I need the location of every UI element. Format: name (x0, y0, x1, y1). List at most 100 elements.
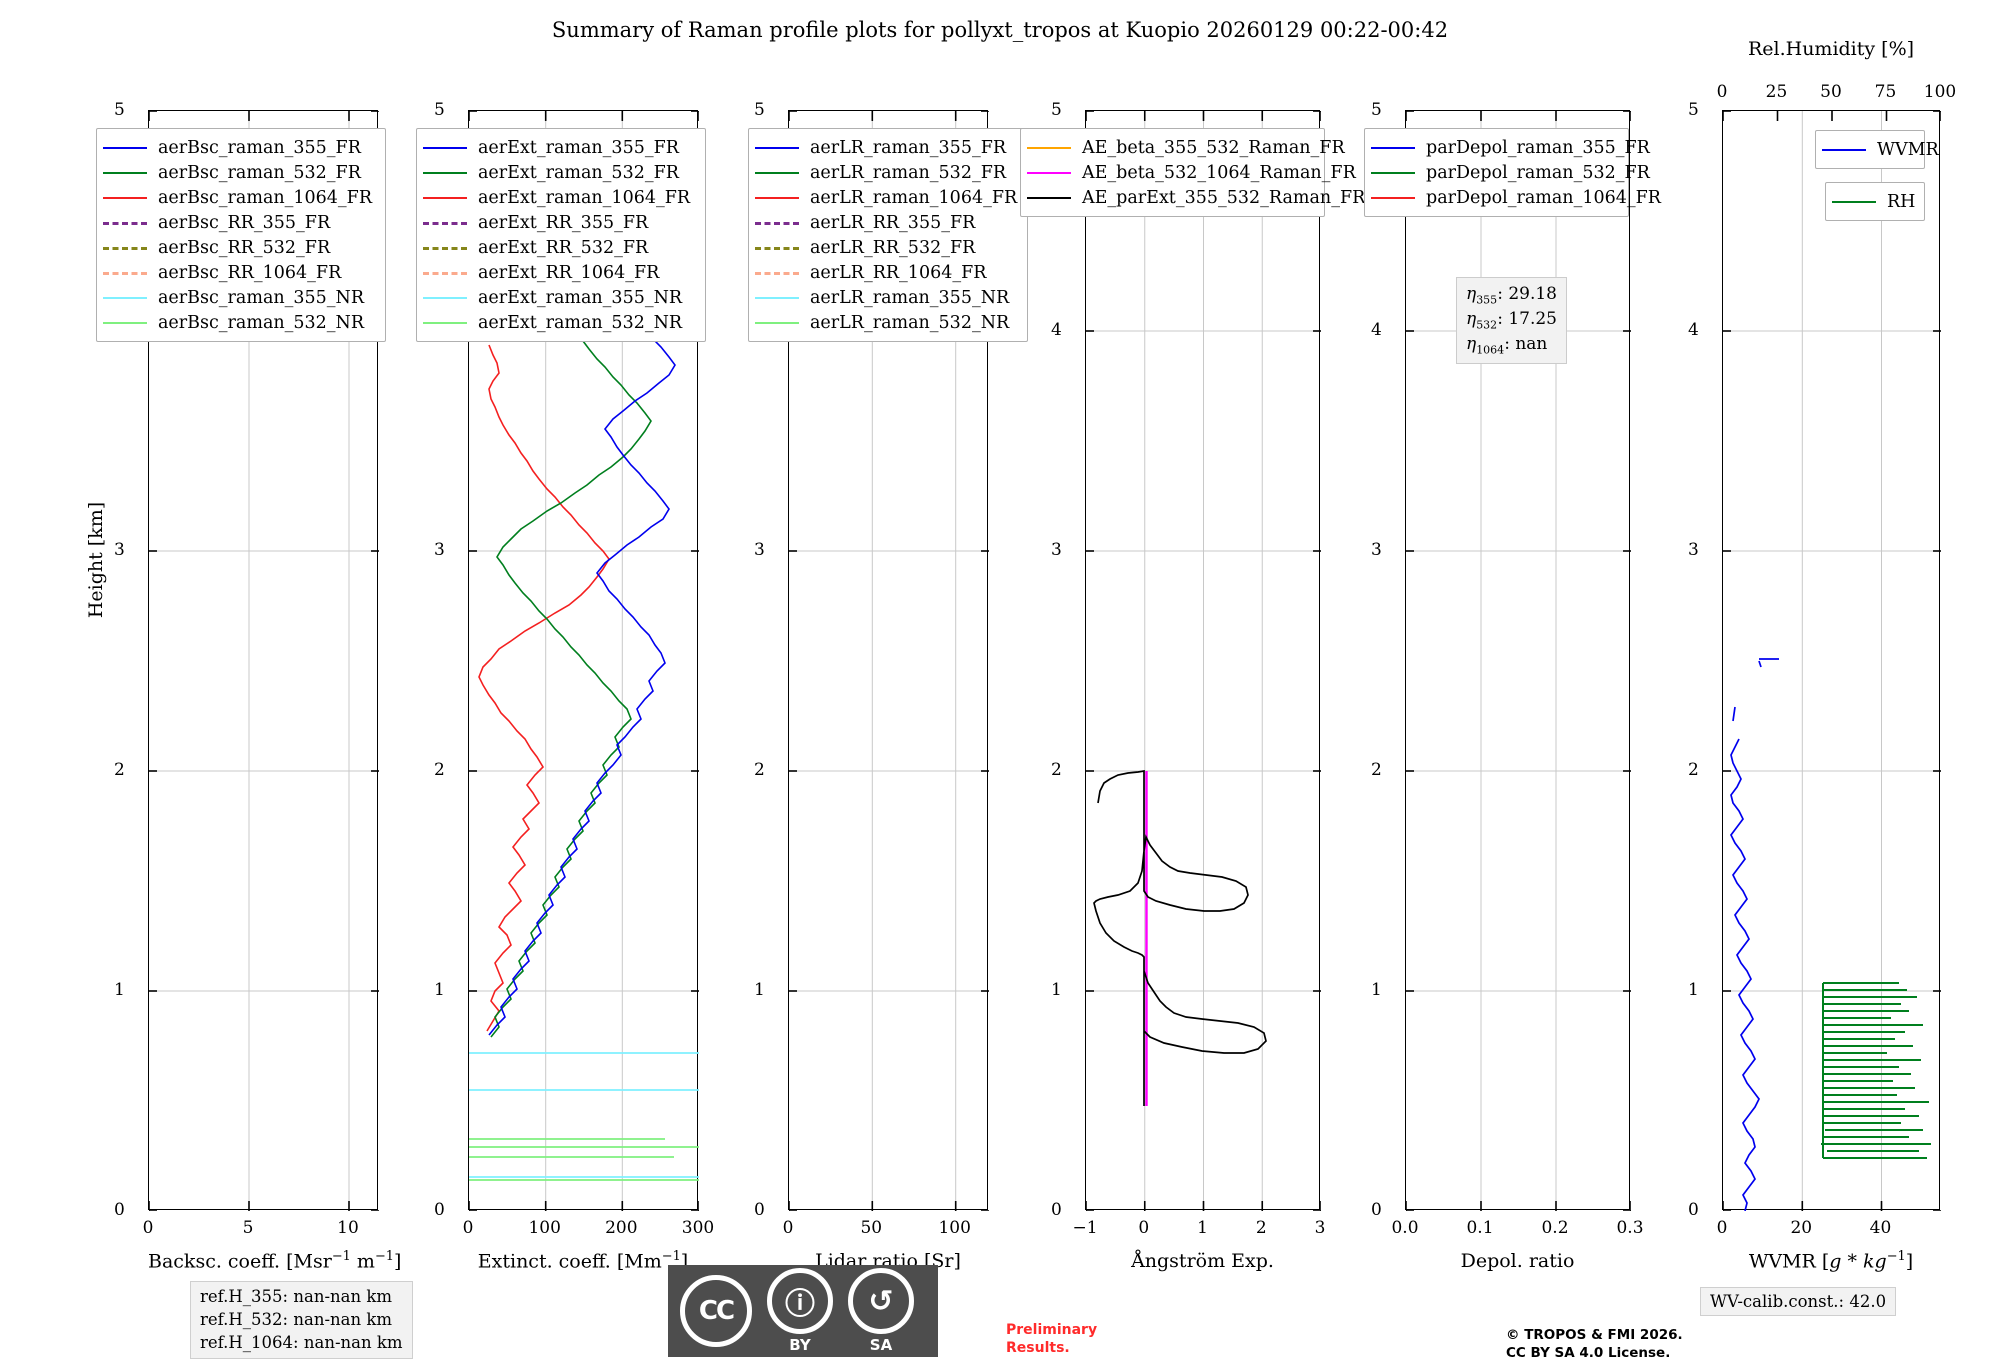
plot-area-depolarization[interactable] (1405, 110, 1631, 1211)
preliminary-line-1: Preliminary (1006, 1322, 1098, 1338)
legend-label: RH (1887, 191, 1916, 212)
y-tick-5: 5 (1371, 100, 1382, 120)
x-tick-0: 0 (142, 1218, 154, 1238)
x-axis-label-angstrom: Ångström Exp. (1131, 1250, 1274, 1272)
eta-1064-symbol: η (1466, 333, 1477, 354)
legend-label: parDepol_raman_355_FR (1426, 137, 1650, 158)
ref-height-1064: ref.H_1064: nan-nan km (200, 1332, 403, 1352)
y-tick-0: 0 (1051, 1200, 1062, 1220)
legend-line-swatch (423, 141, 467, 155)
cc-by-item: ⓘ BY (767, 1268, 833, 1354)
legend-item: parDepol_raman_532_FR (1371, 160, 1650, 185)
top-axis-label-humidity: Rel.Humidity [%] (1747, 38, 1915, 60)
legend-label: aerExt_raman_532_FR (478, 162, 679, 183)
legend-line-swatch (423, 191, 467, 205)
eta-1064-subscript: 1064 (1476, 343, 1505, 357)
legend-label: aerLR_raman_355_NR (810, 287, 1010, 308)
legend-extinction: aerExt_raman_355_FR aerExt_raman_532_FR … (416, 128, 706, 342)
legend-item: aerBsc_raman_355_FR (103, 135, 377, 160)
legend-line-swatch (1027, 141, 1071, 155)
y-tick-5: 5 (1688, 100, 1699, 120)
y-tick-3: 3 (1371, 540, 1382, 560)
y-tick-3: 3 (1688, 540, 1699, 560)
x-tick-1: 100 (528, 1218, 561, 1238)
x-tick-0: 0 (1716, 1218, 1728, 1238)
legend-line-swatch (103, 241, 147, 255)
legend-label: AE_parExt_355_532_Raman_FR (1082, 187, 1366, 208)
x-tick-2: 200 (605, 1218, 638, 1238)
x-tick-0: 0 (462, 1218, 474, 1238)
eta-532-row: η532: 17.25 (1466, 308, 1557, 332)
legend-item: RH (1832, 189, 1916, 214)
y-tick-2: 2 (754, 760, 765, 780)
legend-line-swatch (1371, 166, 1415, 180)
x-tick-2: 40 (1869, 1218, 1892, 1238)
x-tick-4: 3 (1314, 1218, 1326, 1238)
plot-area-wvmr-rh[interactable] (1722, 110, 1941, 1211)
copyright-note: © TROPOS & FMI 2026. CC BY SA 4.0 Licens… (1506, 1327, 1683, 1362)
y-tick-2: 2 (114, 760, 125, 780)
legend-item: aerBsc_RR_1064_FR (103, 260, 377, 285)
eta-355-value: 29.18 (1508, 284, 1557, 304)
legend-label: aerExt_raman_355_FR (478, 137, 679, 158)
x-tick-0: 0 (782, 1218, 794, 1238)
legend-line-swatch (423, 266, 467, 280)
y-tick-3: 3 (754, 540, 765, 560)
y-tick-1: 1 (434, 980, 445, 1000)
cc-sa-label: SA (869, 1336, 893, 1354)
y-axis-label: Height [km] (85, 501, 107, 619)
x-tick-2: 100 (938, 1218, 971, 1238)
legend-item: AE_parExt_355_532_Raman_FR (1027, 185, 1365, 210)
x-axis-label-wvmr: WVMR [g * kg−1] (1748, 1248, 1914, 1272)
legend-item: aerExt_raman_532_FR (423, 160, 697, 185)
legend-line-swatch (1832, 195, 1876, 209)
y-tick-0: 0 (114, 1200, 125, 1220)
legend-label: WVMR (1877, 139, 1939, 160)
top-x-tick-3: 75 (1874, 82, 1897, 102)
legend-label: aerLR_RR_1064_FR (810, 262, 987, 283)
legend-line-swatch (1371, 141, 1415, 155)
legend-label: aerLR_raman_1064_FR (810, 187, 1018, 208)
legend-label: aerBsc_RR_1064_FR (158, 262, 342, 283)
legend-line-swatch (423, 316, 467, 330)
legend-line-swatch (103, 291, 147, 305)
legend-line-swatch (103, 316, 147, 330)
person-icon: ⓘ (767, 1268, 833, 1334)
legend-line-swatch (755, 266, 799, 280)
legend-label: parDepol_raman_532_FR (1426, 162, 1650, 183)
page-title: Summary of Raman profile plots for polly… (551, 18, 1449, 42)
creative-commons-badge: CC ⓘ BY ↺ SA (668, 1265, 938, 1357)
x-tick-0: 0.0 (1391, 1218, 1419, 1238)
legend-label: aerExt_raman_1064_FR (478, 187, 691, 208)
copyright-line-1: © TROPOS & FMI 2026. (1506, 1327, 1683, 1343)
top-x-tick-0: 0 (1716, 82, 1728, 102)
x-tick-1: 0.1 (1466, 1218, 1494, 1238)
preliminary-results-note: Preliminary Results. (1006, 1322, 1097, 1357)
plot-area-angstrom[interactable] (1085, 110, 1321, 1211)
eta-532-symbol: η (1466, 308, 1477, 329)
ref-height-532: ref.H_532: nan-nan km (200, 1309, 392, 1329)
eta-532-subscript: 532 (1476, 318, 1498, 332)
legend-lidar-ratio: aerLR_raman_355_FR aerLR_raman_532_FR ae… (748, 128, 1028, 342)
legend-line-swatch (103, 166, 147, 180)
legend-line-swatch (423, 291, 467, 305)
y-tick-0: 0 (1688, 1200, 1699, 1220)
x-tick-3: 0.3 (1616, 1218, 1644, 1238)
legend-line-swatch (755, 166, 799, 180)
y-tick-1: 1 (1688, 980, 1699, 1000)
legend-item: aerLR_RR_1064_FR (755, 260, 1019, 285)
y-tick-4: 4 (1371, 320, 1382, 340)
x-tick-2: 0.2 (1541, 1218, 1569, 1238)
eta-355-symbol: η (1466, 284, 1477, 304)
legend-item: aerLR_raman_532_FR (755, 160, 1019, 185)
legend-item: parDepol_raman_355_FR (1371, 135, 1650, 160)
top-x-tick-4: 100 (1923, 82, 1957, 102)
legend-label: aerLR_raman_532_FR (810, 162, 1007, 183)
y-tick-1: 1 (114, 980, 125, 1000)
legend-line-swatch (103, 141, 147, 155)
legend-line-swatch (755, 216, 799, 230)
legend-label: aerLR_raman_355_FR (810, 137, 1007, 158)
y-tick-4: 4 (1051, 320, 1062, 340)
wv-calibration-box: WV-calib.const.: 42.0 (1700, 1287, 1897, 1316)
legend-item: aerBsc_raman_532_NR (103, 310, 377, 335)
